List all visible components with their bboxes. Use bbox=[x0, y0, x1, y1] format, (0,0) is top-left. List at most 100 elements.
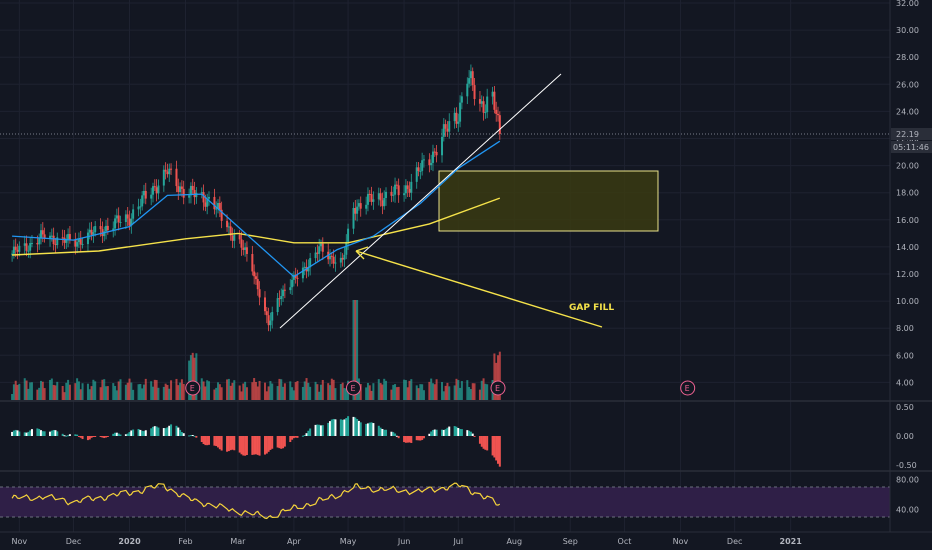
volume-bar bbox=[455, 378, 458, 400]
price-tick-label: 28.00 bbox=[896, 53, 919, 62]
earnings-marker-label: E bbox=[685, 384, 690, 393]
volume-bar bbox=[155, 380, 158, 400]
histogram-bar bbox=[453, 426, 456, 436]
histogram-bar bbox=[244, 436, 247, 456]
time-tick-label: May bbox=[340, 537, 357, 546]
candle-body bbox=[377, 193, 380, 200]
histogram-bar bbox=[395, 435, 398, 437]
histogram-bar bbox=[193, 435, 196, 437]
histogram-bar bbox=[128, 432, 131, 436]
candle-body bbox=[480, 101, 483, 104]
volume-bar bbox=[153, 379, 156, 400]
candle-body bbox=[397, 185, 400, 196]
histogram-bar bbox=[491, 436, 494, 456]
histogram-bar bbox=[63, 435, 66, 437]
candle-body bbox=[56, 237, 59, 246]
candle-body bbox=[27, 250, 30, 252]
volume-bar bbox=[296, 380, 299, 400]
histogram-bar bbox=[406, 436, 409, 443]
volume-bar bbox=[92, 379, 95, 400]
candle-body bbox=[493, 91, 496, 110]
candle-body bbox=[486, 96, 489, 113]
histogram-bar bbox=[177, 427, 180, 436]
candle-body bbox=[233, 234, 236, 241]
gap-fill-label: GAP FILL bbox=[569, 303, 614, 313]
volume-bar bbox=[366, 382, 369, 400]
candle-body bbox=[153, 186, 156, 188]
volume-bar bbox=[132, 389, 135, 400]
gap-fill-zone[interactable] bbox=[438, 170, 659, 232]
candle-body bbox=[406, 185, 409, 189]
candle-body bbox=[278, 298, 281, 300]
histogram-bar bbox=[229, 436, 232, 451]
histogram-bar bbox=[188, 435, 191, 437]
histogram-bar bbox=[319, 425, 322, 436]
histogram-bar bbox=[408, 436, 411, 443]
time-tick-label: Nov bbox=[12, 537, 28, 546]
volume-bar bbox=[99, 387, 102, 400]
candle-body bbox=[330, 255, 333, 257]
candle-body bbox=[36, 242, 39, 245]
rsi-axis: 80.00 40.00 bbox=[896, 476, 919, 515]
candle-body bbox=[141, 195, 144, 207]
candle-body bbox=[220, 209, 223, 221]
volume-bar bbox=[385, 380, 388, 400]
candle-body bbox=[206, 198, 209, 207]
volume-bar bbox=[36, 389, 39, 400]
volume-bar bbox=[90, 386, 93, 400]
price-tick-label: 16.00 bbox=[896, 216, 919, 225]
candle-body bbox=[448, 121, 451, 132]
volume-bar bbox=[321, 379, 324, 400]
histogram-bar bbox=[316, 424, 319, 436]
gap-fill-arrow-line[interactable] bbox=[355, 250, 603, 328]
histogram-bar bbox=[14, 429, 17, 436]
candle-body bbox=[218, 202, 221, 210]
volume-bar bbox=[343, 388, 346, 400]
volume-bar bbox=[444, 385, 447, 400]
time-axis[interactable]: Nov Dec 2020 Feb Mar Apr May Jun Jul Aug Sep Oct Nov… bbox=[12, 537, 803, 546]
histogram-bar bbox=[469, 431, 472, 436]
candle-body bbox=[179, 186, 182, 192]
histogram-bar bbox=[38, 428, 41, 436]
candle-body bbox=[177, 186, 180, 192]
histogram-bar bbox=[329, 421, 332, 436]
volume-bar bbox=[377, 379, 380, 400]
volume-bar bbox=[251, 382, 254, 400]
histogram-bar bbox=[200, 436, 203, 442]
candle-body bbox=[41, 230, 44, 235]
trendline[interactable] bbox=[279, 73, 562, 329]
volume-bar bbox=[195, 353, 198, 400]
volume-bar bbox=[282, 386, 285, 400]
candle-body bbox=[150, 194, 153, 199]
volume-bar bbox=[56, 381, 59, 400]
volume-bar bbox=[170, 380, 173, 400]
histogram-bar bbox=[213, 436, 216, 446]
histogram-bar bbox=[126, 433, 129, 436]
histogram-bar bbox=[343, 419, 346, 436]
candle-body bbox=[16, 249, 19, 252]
grid-lines bbox=[0, 0, 890, 532]
price-tick-label: 32.00 bbox=[896, 0, 919, 8]
volume-bar bbox=[482, 378, 485, 400]
volume-bar bbox=[115, 390, 118, 400]
histogram-bar bbox=[202, 436, 205, 445]
volume-bar bbox=[390, 389, 393, 400]
histogram-bar bbox=[12, 430, 15, 436]
candle-body bbox=[188, 195, 191, 198]
candle-body bbox=[128, 218, 131, 226]
histogram-bar bbox=[191, 434, 194, 436]
candle-body bbox=[204, 202, 207, 207]
candle-body bbox=[155, 187, 158, 194]
volume-bar bbox=[267, 386, 270, 400]
histogram-bar bbox=[142, 431, 145, 436]
candle-body bbox=[139, 206, 142, 208]
candle-body bbox=[166, 171, 169, 175]
histogram-bar bbox=[227, 436, 230, 452]
candle-body bbox=[195, 192, 198, 198]
volume-bar bbox=[27, 388, 30, 400]
histogram-bar bbox=[106, 436, 109, 437]
volume-bar bbox=[81, 383, 84, 400]
histogram-bar bbox=[144, 430, 147, 436]
